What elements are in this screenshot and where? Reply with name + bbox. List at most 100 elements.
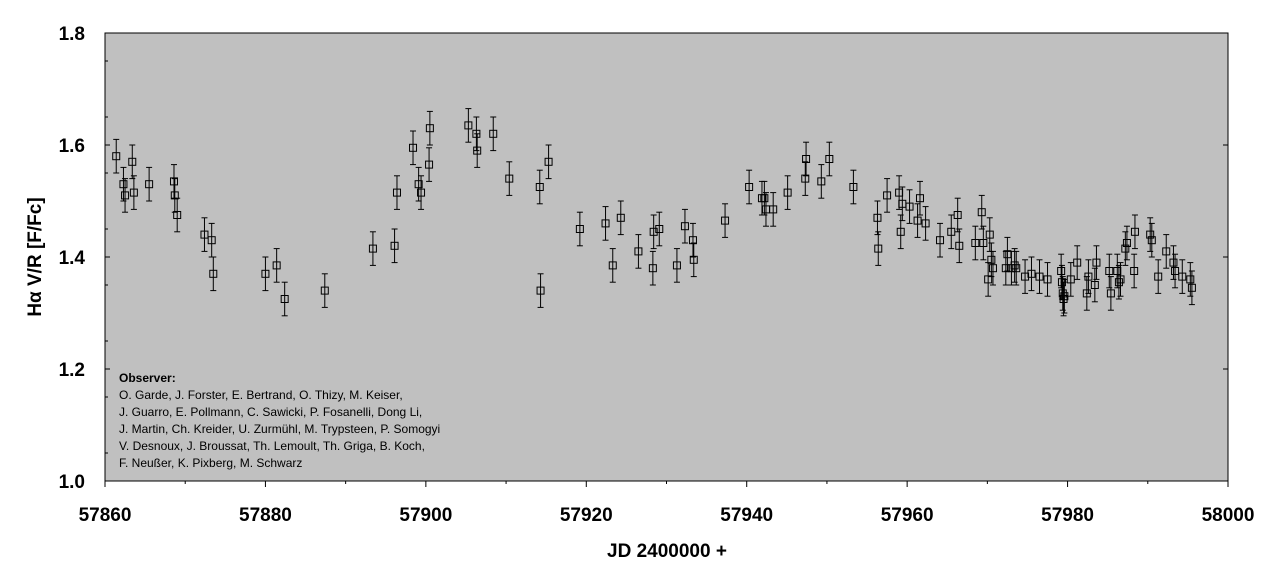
data-points [112, 108, 1196, 317]
point-marker [721, 216, 730, 225]
point-marker [913, 216, 922, 225]
point-marker [971, 239, 980, 247]
point-marker [977, 208, 986, 217]
data-point-97 [1105, 253, 1114, 289]
point-marker [473, 146, 482, 155]
observer-line-5: F. Neußer, K. Pixberg, M. Schwarz [119, 456, 302, 470]
point-marker [1146, 230, 1155, 239]
point-marker [915, 194, 924, 203]
data-point-112 [1178, 259, 1187, 294]
data-point-114 [1187, 270, 1196, 306]
point-marker [1147, 236, 1156, 245]
data-point-82 [1021, 259, 1030, 294]
x-axis-ticks: 57860 57880 57900 57920 57940 57960 57980 58000 [79, 481, 1255, 526]
point-marker [1090, 281, 1099, 289]
data-point-3 [128, 144, 137, 180]
data-point-22 [425, 147, 434, 182]
data-point-38 [649, 214, 658, 250]
point-marker [921, 219, 930, 228]
y-tick-label-3: 1.6 [59, 136, 85, 157]
data-point-54 [825, 141, 834, 177]
x-tick-label-2: 57900 [399, 505, 452, 526]
data-point-113 [1186, 262, 1195, 297]
data-point-107 [1147, 222, 1156, 258]
point-marker [955, 241, 964, 250]
observer-title: Observer: [119, 371, 176, 385]
point-marker [169, 177, 178, 186]
observer-line-3: J. Martin, Ch. Kreider, U. Zurmühl, M. T… [119, 422, 440, 436]
data-point-104 [1130, 253, 1139, 289]
data-point-58 [883, 178, 892, 213]
data-point-70 [971, 225, 980, 261]
point-marker [1154, 272, 1163, 281]
data-point-36 [634, 234, 643, 269]
point-marker [1010, 261, 1019, 270]
data-point-34 [608, 248, 617, 283]
data-point-43 [689, 242, 698, 278]
data-point-15 [320, 273, 329, 308]
data-point-23 [425, 110, 434, 146]
data-point-63 [913, 203, 922, 238]
y-axis-title: Hα V/R [F/Fc] [25, 197, 46, 316]
y-axis-ticks: 1.0 1.2 1.4 1.6 1.8 [59, 24, 1228, 493]
data-point-109 [1162, 234, 1171, 269]
point-marker [1021, 272, 1030, 281]
data-point-19 [409, 130, 418, 166]
point-marker [425, 160, 434, 169]
point-marker [1043, 275, 1052, 284]
point-marker [1059, 295, 1068, 303]
data-point-56 [873, 200, 882, 236]
data-point-105 [1130, 214, 1139, 250]
point-marker [817, 177, 826, 186]
x-tick-label-7: 58000 [1202, 505, 1255, 526]
point-marker [1001, 264, 1010, 273]
data-point-72 [979, 225, 988, 261]
point-marker [1027, 269, 1036, 278]
point-marker [1162, 247, 1171, 256]
data-point-16 [368, 231, 377, 266]
point-marker [1084, 272, 1093, 281]
point-marker [121, 191, 130, 200]
data-point-76 [988, 250, 997, 286]
point-marker [575, 225, 584, 233]
point-marker [849, 183, 858, 191]
point-marker [1003, 250, 1012, 259]
point-marker [505, 174, 514, 183]
observer-annotation: Observer: O. Garde, J. Forster, E. Bertr… [119, 371, 440, 470]
data-point-103 [1122, 225, 1131, 261]
data-point-21 [417, 175, 426, 210]
point-marker [1187, 283, 1196, 292]
data-point-98 [1106, 276, 1115, 311]
point-marker [392, 188, 401, 197]
point-marker [987, 255, 996, 264]
data-point-27 [489, 116, 498, 152]
data-point-31 [544, 144, 553, 180]
observer-line-1: O. Garde, J. Forster, E. Bertrand, O. Th… [119, 388, 403, 402]
point-marker [1114, 278, 1123, 287]
point-marker [688, 236, 697, 245]
point-marker [145, 180, 154, 189]
data-point-13 [272, 248, 281, 283]
point-marker [417, 188, 426, 197]
data-point-50 [783, 175, 792, 210]
data-point-62 [905, 189, 914, 224]
data-point-77 [1001, 250, 1010, 286]
y-tick-label-2: 1.4 [59, 248, 86, 269]
point-marker [936, 236, 945, 245]
point-marker [783, 188, 792, 197]
data-point-4 [129, 175, 138, 210]
data-point-52 [802, 141, 811, 177]
point-marker [1105, 267, 1114, 275]
data-point-18 [392, 175, 401, 210]
point-marker [608, 261, 617, 270]
data-point-17 [390, 228, 399, 264]
data-point-96 [1092, 245, 1101, 280]
data-point-95 [1090, 267, 1099, 303]
x-tick-label-6: 57980 [1041, 505, 1094, 526]
data-point-55 [849, 169, 858, 205]
point-marker [1122, 239, 1131, 247]
data-point-30 [536, 273, 545, 308]
x-tick-label-4: 57940 [720, 505, 773, 526]
point-marker [1073, 258, 1082, 267]
point-marker [745, 183, 754, 191]
